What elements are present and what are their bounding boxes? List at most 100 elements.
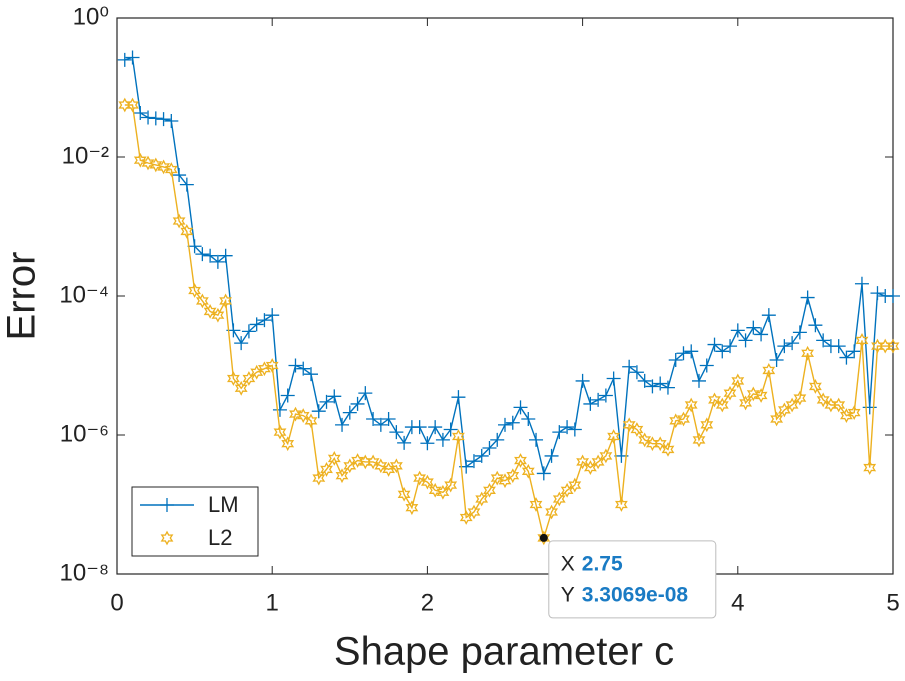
hexagram-marker — [133, 152, 147, 168]
hexagram-marker — [149, 157, 163, 173]
hexagram-marker — [226, 371, 240, 386]
plus-marker — [466, 454, 481, 469]
plus-marker — [591, 392, 606, 407]
hexagram-marker — [692, 432, 706, 448]
plus-marker — [241, 324, 256, 339]
hexagram-marker — [847, 405, 861, 420]
plus-marker — [529, 432, 544, 447]
hexagram-marker — [614, 497, 628, 512]
plus-marker — [629, 365, 644, 380]
hexagram-marker — [754, 388, 768, 403]
hexagram-marker — [475, 491, 489, 507]
plus-marker — [653, 376, 668, 391]
hexagram-marker — [289, 406, 302, 422]
hexagram-marker — [405, 500, 419, 516]
datatip-x-value: 2.75 — [582, 552, 623, 575]
plus-marker — [513, 400, 528, 415]
hexagram-marker — [257, 361, 271, 377]
plus-marker — [172, 168, 187, 183]
plus-marker — [342, 405, 357, 420]
plus-marker — [684, 344, 699, 359]
plus-marker — [777, 339, 792, 354]
hexagram-marker — [545, 504, 559, 520]
hexagram-marker — [389, 458, 403, 474]
y-tick-label: 10⁻² — [62, 142, 109, 169]
plus-marker — [443, 422, 458, 437]
plus-marker — [831, 339, 846, 354]
hexagram-marker — [793, 390, 807, 406]
datatip-x-name: X — [561, 552, 575, 575]
hexagram-marker — [770, 411, 784, 427]
plus-marker — [668, 352, 683, 367]
datatip-y-value: 3.3069e-08 — [582, 583, 689, 606]
hexagram-marker — [351, 453, 365, 468]
hexagram-marker — [560, 482, 574, 498]
hexagram-marker — [816, 392, 830, 408]
plus-marker — [148, 111, 163, 126]
plus-marker — [854, 276, 869, 291]
plus-marker — [311, 404, 326, 419]
plus-marker — [808, 318, 823, 333]
plus-marker — [637, 373, 652, 388]
plus-marker — [428, 420, 443, 435]
plus-marker — [800, 290, 815, 305]
x-tick-label: 2 — [421, 589, 434, 616]
hexagram-marker — [529, 497, 543, 512]
plus-marker — [327, 389, 342, 404]
hexagram-marker — [677, 411, 690, 427]
plus-marker — [785, 336, 800, 351]
plus-marker — [645, 379, 660, 394]
y-axis-label: Error — [0, 252, 44, 341]
hexagram-marker — [234, 380, 248, 396]
plus-marker — [272, 402, 287, 417]
hexagram-marker — [514, 453, 527, 468]
x-tick-label: 5 — [886, 589, 899, 616]
hexagram-marker — [521, 463, 535, 479]
plus-marker — [133, 105, 148, 120]
hexagram-marker — [397, 486, 411, 502]
plus-marker — [389, 425, 404, 440]
plus-marker — [707, 337, 722, 352]
hexagram-marker — [188, 283, 202, 298]
hexagram-marker — [374, 458, 388, 474]
hexagram-marker — [777, 402, 791, 418]
plus-marker — [816, 333, 831, 348]
hexagram-marker — [863, 460, 877, 476]
plus-marker — [598, 388, 613, 403]
plus-marker — [435, 432, 450, 447]
hexagram-marker — [537, 530, 551, 546]
plus-marker — [203, 248, 218, 263]
plus-marker — [490, 432, 505, 447]
hexagram-marker — [211, 307, 225, 323]
hexagram-marker — [638, 432, 652, 448]
hexagram-marker — [203, 303, 217, 319]
hexagram-marker — [444, 477, 458, 493]
plus-marker — [304, 367, 318, 382]
plus-marker — [350, 396, 365, 411]
datatip-y-name: Y — [561, 583, 575, 606]
hexagram-marker — [281, 436, 295, 452]
plus-marker — [521, 411, 536, 426]
plus-marker — [886, 289, 900, 303]
plus-marker — [660, 380, 675, 395]
hexagram-marker — [141, 155, 155, 171]
plus-marker — [769, 352, 784, 367]
plus-marker — [870, 286, 885, 301]
plus-marker — [474, 448, 489, 463]
hexagram-marker — [320, 462, 333, 477]
hexagram-marker — [250, 364, 264, 380]
hexagram-marker — [723, 385, 737, 401]
plus-marker — [125, 50, 140, 65]
hexagram-marker — [622, 417, 636, 433]
hexagram-marker — [661, 441, 675, 457]
hexagram-marker — [886, 338, 900, 354]
y-tick-label: 10⁰ — [73, 3, 109, 30]
plus-marker — [195, 247, 210, 262]
hexagram-marker — [832, 397, 846, 413]
plus-marker — [505, 415, 520, 430]
x-tick-label: 4 — [731, 589, 744, 616]
hexagram-marker — [420, 474, 434, 490]
hexagram-marker — [428, 482, 442, 498]
hexagram-marker — [599, 448, 613, 464]
plus-marker — [583, 396, 598, 411]
